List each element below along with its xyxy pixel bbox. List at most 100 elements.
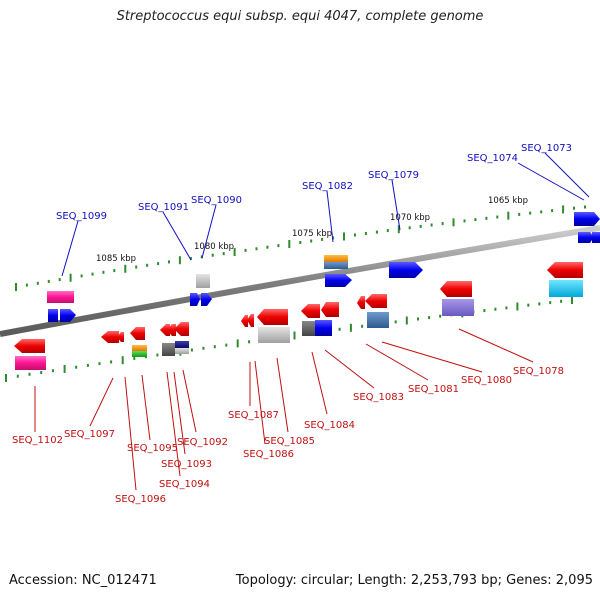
label-seq-1102[interactable]: SEQ_1102 [12,435,63,446]
minor-tick [540,210,543,214]
feature-seq-1073[interactable] [578,232,600,243]
major-tick [293,331,296,340]
label-seq-1078[interactable]: SEQ_1078 [513,366,564,377]
minor-tick [156,353,159,357]
callout-seq-1083: SEQ_1083 [324,349,404,403]
label-seq-1073[interactable]: SEQ_1073 [521,143,572,154]
feature-seq-1094[interactable] [162,343,175,356]
label-seq-1093[interactable]: SEQ_1093 [161,459,212,470]
minor-tick [538,302,541,306]
kbp-label-1065: 1065 kbp [488,196,528,206]
feature-seq-1082[interactable] [324,255,352,287]
minor-tick [408,226,411,230]
major-tick [562,205,565,214]
upper-scale-ticks [15,205,586,291]
minor-tick [560,299,563,303]
label-seq-1082[interactable]: SEQ_1082 [302,181,353,192]
major-tick [233,248,236,256]
callout-seq-1073: SEQ_1073 [521,143,590,198]
callout-seq-1082: SEQ_1082 [302,181,353,243]
minor-tick [16,374,19,378]
feature-seq-1087[interactable] [241,314,254,327]
minor-tick [299,241,302,244]
callout-seq-1085: SEQ_1085 [264,357,315,447]
label-seq-1096[interactable]: SEQ_1096 [115,494,166,505]
minor-tick [91,272,94,276]
minor-tick [430,223,433,227]
callout-seq-1074: SEQ_1074 [467,153,585,201]
label-seq-1084[interactable]: SEQ_1084 [304,420,355,431]
minor-tick [190,348,193,352]
callout-seq-1087: SEQ_1087 [228,362,279,421]
label-seq-1086[interactable]: SEQ_1086 [243,449,294,460]
minor-tick [364,232,367,235]
label-seq-1091[interactable]: SEQ_1091 [138,202,189,213]
feature-seq-1102[interactable] [14,339,46,370]
minor-tick [146,263,149,267]
callout-seq-1080: SEQ_1080 [381,341,512,386]
label-seq-1081[interactable]: SEQ_1081 [408,384,459,395]
label-seq-1083[interactable]: SEQ_1083 [353,392,404,403]
minor-tick [75,365,78,369]
callout-seq-1081: SEQ_1081 [365,343,459,395]
label-seq-1074[interactable]: SEQ_1074 [467,153,518,164]
minor-tick [394,320,397,324]
minor-tick [439,314,442,318]
label-seq-1092[interactable]: SEQ_1092 [177,437,228,448]
genome-backbone [0,225,600,337]
feature-seq-1080[interactable] [440,281,474,316]
feature-seq-1084[interactable] [301,302,339,336]
minor-tick [483,309,486,313]
callout-seq-1094: SEQ_1094 [159,371,210,490]
minor-tick [419,224,422,228]
minor-tick [244,248,247,252]
label-seq-1090[interactable]: SEQ_1090 [191,195,242,206]
feature-seq-1099[interactable] [47,291,76,322]
minor-tick [375,230,378,234]
label-seq-1085[interactable]: SEQ_1085 [264,436,315,447]
major-tick [507,211,510,220]
kbp-label-1070: 1070 kbp [390,213,430,223]
feature-seq-1090[interactable] [196,274,210,288]
minor-tick [211,253,214,257]
feature-seq-1097[interactable] [101,331,124,343]
label-seq-1099[interactable]: SEQ_1099 [56,211,107,222]
feature-seq-1095[interactable] [160,322,189,336]
label-seq-1079[interactable]: SEQ_1079 [368,170,419,181]
feature-seq-1085[interactable] [258,327,290,343]
callout-seq-1079: SEQ_1079 [368,170,419,231]
minor-tick [133,356,136,360]
kbp-label-1075: 1075 kbp [292,229,332,239]
callout-seq-1091: SEQ_1091 [138,202,192,261]
minor-tick [277,244,280,248]
minor-tick [225,343,228,347]
callout-seq-1102: SEQ_1102 [12,386,63,446]
minor-tick [584,205,586,209]
feature-seq-1074[interactable] [574,212,600,226]
callout-seq-1084: SEQ_1084 [304,351,355,431]
minor-tick [110,360,113,364]
feature-seq-1091[interactable] [190,293,212,306]
minor-tick [338,327,341,331]
label-seq-1095[interactable]: SEQ_1095 [127,443,178,454]
feature-seq-1093[interactable] [175,341,189,354]
major-tick [397,225,400,234]
minor-tick [80,274,83,278]
minor-tick [157,262,160,266]
feature-seq-1083[interactable] [357,294,389,328]
label-seq-1080[interactable]: SEQ_1080 [461,375,512,386]
feature-seq-1086[interactable] [257,309,288,325]
feature-seq-1078[interactable] [547,262,583,297]
feature-seq-1096[interactable] [130,327,147,357]
minor-tick [113,269,116,273]
kbp-label-1080: 1080 kbp [194,242,234,252]
major-tick [516,302,519,311]
label-seq-1097[interactable]: SEQ_1097 [64,429,115,440]
callout-seq-1097: SEQ_1097 [64,377,115,440]
minor-tick [332,236,335,240]
label-seq-1094[interactable]: SEQ_1094 [159,479,210,490]
label-seq-1087[interactable]: SEQ_1087 [228,410,279,421]
kbp-label-1085: 1085 kbp [96,254,136,264]
feature-seq-1079[interactable] [389,262,423,278]
